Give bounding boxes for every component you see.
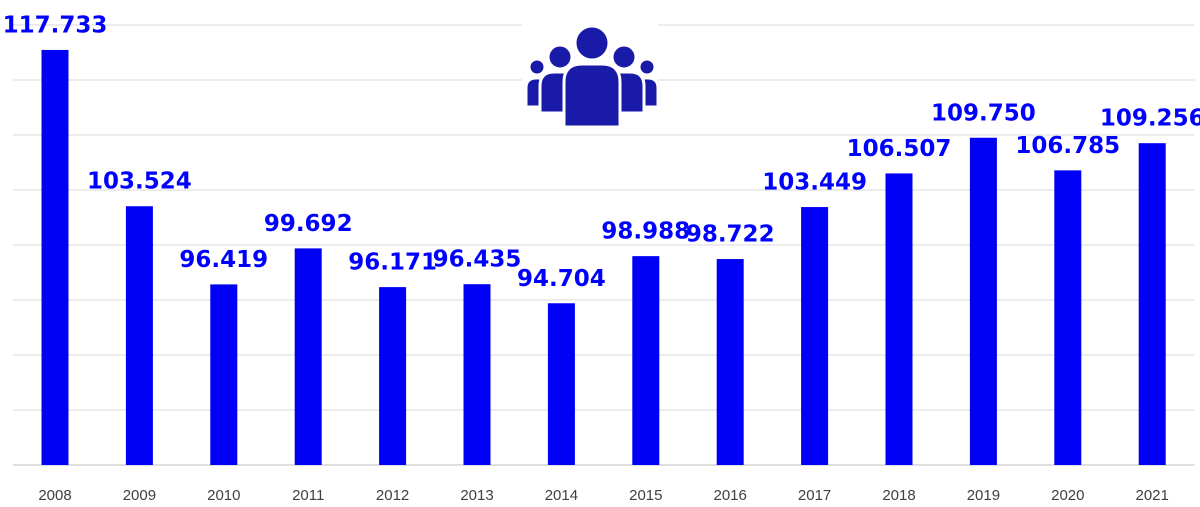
x-tick-label: 2011 <box>292 487 324 504</box>
bar <box>379 287 407 465</box>
x-tick-label: 2009 <box>123 487 156 504</box>
bar <box>1138 143 1166 465</box>
bar <box>716 259 744 465</box>
value-label: 117.733 <box>3 12 108 38</box>
bar <box>1054 170 1082 466</box>
x-tick-label: 2008 <box>38 487 71 504</box>
bar <box>969 137 997 465</box>
bar <box>210 284 238 465</box>
value-label: 98.722 <box>686 222 775 248</box>
x-tick-label: 2020 <box>1051 487 1084 504</box>
bar <box>547 303 575 465</box>
value-label: 96.435 <box>433 247 522 273</box>
x-tick-label: 2010 <box>207 487 240 504</box>
x-tick-label: 2012 <box>376 487 409 504</box>
value-label: 103.524 <box>87 169 192 195</box>
value-label: 96.419 <box>179 247 268 273</box>
x-tick-label: 2014 <box>545 487 578 504</box>
bar <box>41 49 69 465</box>
x-tick-label: 2019 <box>967 487 1000 504</box>
x-tick-label: 2015 <box>629 487 662 504</box>
x-tick-label: 2018 <box>882 487 915 504</box>
value-label: 106.507 <box>847 136 952 162</box>
x-tick-label: 2016 <box>714 487 747 504</box>
bar <box>463 284 491 465</box>
bar <box>885 173 913 465</box>
value-label: 103.449 <box>762 170 867 196</box>
people-icon <box>522 14 660 129</box>
bar <box>294 248 322 465</box>
value-label: 98.988 <box>601 219 690 245</box>
x-tick-label: 2017 <box>798 487 831 504</box>
x-tick-label: 2021 <box>1136 487 1169 504</box>
value-label: 106.785 <box>1015 133 1120 159</box>
bar <box>801 207 829 465</box>
value-label: 96.171 <box>348 250 437 276</box>
bar <box>125 206 153 465</box>
value-label: 109.256 <box>1100 106 1200 132</box>
value-label: 94.704 <box>517 266 606 292</box>
value-label: 109.750 <box>931 100 1036 126</box>
bar <box>632 256 660 465</box>
x-tick-label: 2013 <box>460 487 493 504</box>
value-label: 99.692 <box>264 211 353 237</box>
